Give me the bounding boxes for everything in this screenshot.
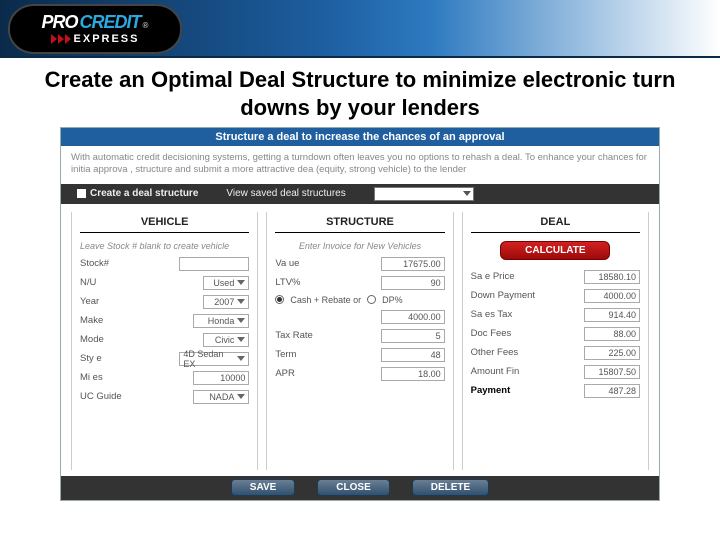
stock-input[interactable] [179,257,249,271]
style-select[interactable]: 4D Sedan EX [179,352,249,366]
logo-chevrons-icon [51,34,71,44]
miles-label: Mi es [80,372,103,383]
cash-label [275,311,278,322]
panel-heading: Structure a deal to increase the chances… [61,128,659,146]
deal-column: DEAL CALCULATE Sa e Price 18580.10 Down P… [462,212,649,470]
term-input[interactable]: 48 [381,348,445,362]
taxrate-input[interactable]: 5 [381,329,445,343]
guide-label: UC Guide [80,391,122,402]
docfees-label: Doc Fees [471,328,512,339]
structure-header: STRUCTURE [275,216,444,233]
logo-registered: ® [143,22,149,30]
tab-create-structure[interactable]: Create a deal structure [77,188,198,199]
nu-select[interactable]: Used [203,276,249,290]
salestax-label: Sa es Tax [471,309,513,320]
saleprice-output: 18580.10 [584,270,640,284]
nu-label: N/U [80,277,96,288]
saleprice-label: Sa e Price [471,271,515,282]
structure-hint: Enter Invoice for New Vehicles [275,241,444,251]
radio-cash-label: Cash + Rebate or [290,295,361,305]
guide-select[interactable]: NADA [193,390,249,404]
chevron-down-icon [237,299,245,304]
payment-label: Payment [471,385,511,396]
cash-input[interactable]: 4000.00 [381,310,445,324]
action-bar: SAVE CLOSE DELETE [61,476,659,500]
chevron-down-icon [237,356,245,361]
chevron-down-icon [237,394,245,399]
top-header: PRO CREDIT ® EXPRESS [0,0,720,58]
downpay-output: 4000.00 [584,289,640,303]
brand-logo: PRO CREDIT ® EXPRESS [8,4,182,54]
vehicle-hint: Leave Stock # blank to create vehicle [80,241,249,251]
salestax-output: 914.40 [584,308,640,322]
chevron-down-icon [237,337,245,342]
make-label: Make [80,315,103,326]
chevron-down-icon [463,191,471,196]
tab-view-label: View saved deal structures [226,188,345,199]
model-label: Mode [80,334,104,345]
logo-pro: PRO [42,13,78,31]
panel-intro: With automatic credit decisioning system… [61,146,659,184]
slide-title: Create an Optimal Deal Structure to mini… [40,66,680,121]
radio-cash-rebate[interactable] [275,295,284,304]
delete-button[interactable]: DELETE [412,479,489,496]
panel-tabs: Create a deal structure View saved deal … [61,184,659,204]
logo-credit: CREDIT [80,13,141,31]
payment-output: 487.28 [584,384,640,398]
saved-structures-dropdown[interactable] [374,187,474,201]
value-label: Va ue [275,258,299,269]
chevron-down-icon [237,280,245,285]
amountfin-output: 15807.50 [584,365,640,379]
vehicle-header: VEHICLE [80,216,249,233]
apr-label: APR [275,368,295,379]
close-button[interactable]: CLOSE [317,479,389,496]
ltv-label: LTV% [275,277,300,288]
vehicle-column: VEHICLE Leave Stock # blank to create ve… [71,212,258,470]
downpay-label: Down Payment [471,290,535,301]
make-select[interactable]: Honda [193,314,249,328]
otherfees-label: Other Fees [471,347,519,358]
taxrate-label: Tax Rate [275,330,313,341]
year-label: Year [80,296,99,307]
deal-panel: Structure a deal to increase the chances… [60,127,660,501]
term-label: Term [275,349,296,360]
radio-dp-pct[interactable] [367,295,376,304]
checkbox-icon [77,189,86,198]
style-label: Sty e [80,353,102,364]
value-input[interactable]: 17675.00 [381,257,445,271]
chevron-down-icon [237,318,245,323]
structure-column: STRUCTURE Enter Invoice for New Vehicles… [266,212,453,470]
amountfin-label: Amount Fin [471,366,520,377]
year-select[interactable]: 2007 [203,295,249,309]
deal-header: DEAL [471,216,640,233]
save-button[interactable]: SAVE [231,479,296,496]
ltv-input[interactable]: 90 [381,276,445,290]
docfees-output: 88.00 [584,327,640,341]
logo-express: EXPRESS [74,33,140,45]
apr-input[interactable]: 18.00 [381,367,445,381]
calculate-button[interactable]: CALCULATE [500,241,610,260]
otherfees-output: 225.00 [584,346,640,360]
header-divider [0,56,720,58]
miles-input[interactable]: 10000 [193,371,249,385]
model-select[interactable]: Civic [203,333,249,347]
tab-create-label: Create a deal structure [90,188,198,199]
stock-label: Stock# [80,258,109,269]
radio-dp-label: DP% [382,295,403,305]
